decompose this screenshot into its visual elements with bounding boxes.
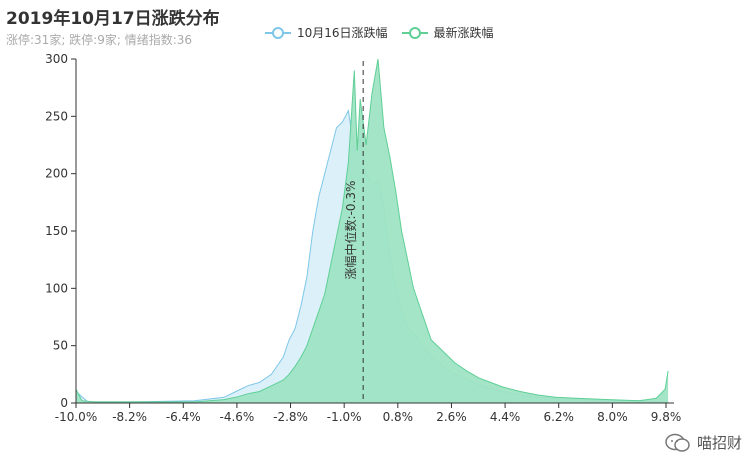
series-line-1 xyxy=(75,58,669,403)
x-tick-label-1: -8.2% xyxy=(112,410,147,424)
wechat-icon xyxy=(665,433,690,452)
series-area-1 xyxy=(76,59,669,403)
x-tick-label-6: 0.8% xyxy=(383,410,414,424)
x-tick-label-9: 6.2% xyxy=(543,410,574,424)
legend-item-series-0[interactable]: 10月16日涨跌幅 xyxy=(265,24,388,41)
annotation-layer: 涨幅中位数:-0.3% xyxy=(343,61,364,403)
x-tick-label-11: 9.8% xyxy=(651,410,682,424)
legend-label-series-0: 10月16日涨跌幅 xyxy=(297,26,388,40)
legend-marker-series-1 xyxy=(401,26,428,39)
y-tick-label-1: 50 xyxy=(53,339,68,353)
x-tick-label-0: -10.0% xyxy=(55,410,97,424)
y-tick-label-4: 200 xyxy=(45,167,68,181)
median-label: 涨幅中位数:-0.3% xyxy=(343,181,358,280)
chart-subtitle: 涨停:31家; 跌停:9家; 情绪指数:36 xyxy=(6,33,193,47)
y-tick-label-0: 0 xyxy=(60,396,68,410)
legend-item-series-1[interactable]: 最新涨跌幅 xyxy=(401,24,494,41)
y-tick-label-6: 300 xyxy=(45,52,68,66)
x-tick-label-3: -4.6% xyxy=(219,410,254,424)
legend-label-series-1: 最新涨跌幅 xyxy=(433,26,494,40)
x-tick-label-7: 2.6% xyxy=(436,410,467,424)
y-tick-label-2: 100 xyxy=(45,281,68,295)
y-tick-label-5: 250 xyxy=(45,109,68,123)
x-tick-label-8: 4.4% xyxy=(490,410,521,424)
y-tick-label-3: 150 xyxy=(45,224,68,238)
axis-layer: 0 50 100 150 200 250 300 -10.0% -8.2% -6.4% -4.6% -… xyxy=(45,52,681,424)
watermark-text: 喵招财 xyxy=(696,434,742,452)
legend-marker-series-0 xyxy=(265,26,291,39)
x-tick-label-5: -1.0% xyxy=(327,410,362,424)
x-tick-label-2: -6.4% xyxy=(166,410,201,424)
x-tick-label-10: 8.0% xyxy=(597,410,628,424)
chart-title: 2019年10月17日涨跌分布 xyxy=(6,9,220,29)
x-tick-label-4: -2.8% xyxy=(273,410,308,424)
series-layer xyxy=(75,58,669,403)
legend: 10月16日涨跌幅 最新涨跌幅 xyxy=(265,24,494,41)
watermark: 喵招财 xyxy=(665,432,742,453)
